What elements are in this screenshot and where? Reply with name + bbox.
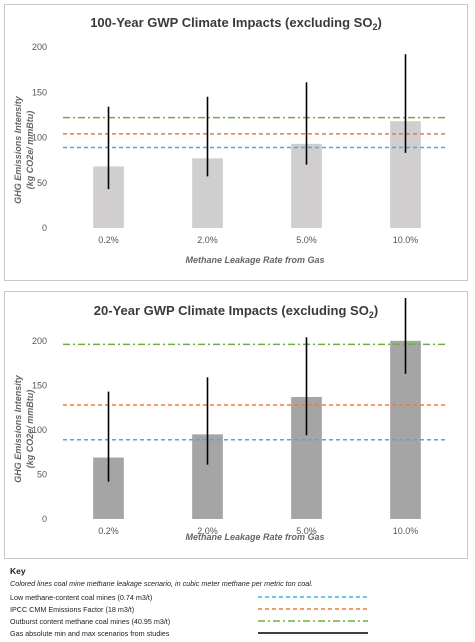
- key-legend: Key Colored lines coal mine methane leak…: [10, 566, 470, 639]
- x-axis-label: Methane Leakage Rate from Gas: [185, 255, 324, 265]
- key-item-label: Outburst content methane coal mines (40.…: [10, 616, 171, 626]
- y-axis-label: GHG Emissions Intensity (kg CO2e/ mmBtu): [13, 374, 35, 483]
- key-items: Low methane-content coal mines (0.74 m3/…: [10, 591, 470, 639]
- x-tick-label: 0.2%: [98, 526, 119, 536]
- y-axis-label-line1: GHG Emissions Intensity: [13, 95, 23, 204]
- key-item-swatch: [258, 620, 368, 622]
- key-item: Gas absolute min and max scenarios from …: [10, 627, 470, 639]
- y-axis-label: GHG Emissions Intensity (kg CO2e/ mmBtu): [13, 95, 35, 204]
- x-tick-label: 5.0%: [296, 235, 317, 245]
- key-item: Outburst content methane coal mines (40.…: [10, 615, 470, 627]
- key-item: Low methane-content coal mines (0.74 m3/…: [10, 591, 470, 603]
- y-tick-label: 200: [32, 42, 47, 52]
- chart-title-close: ): [374, 303, 378, 318]
- x-tick-label: 2.0%: [197, 526, 218, 536]
- chart-title: 100-Year GWP Climate Impacts (excluding …: [90, 15, 382, 32]
- x-tick-label: 10.0%: [393, 235, 419, 245]
- plot-area: 0 50 100 150 200 0.2% 2.0% 5.0% 10.0%: [32, 42, 447, 245]
- key-item: IPCC CMM Emissions Factor (18 m3/t): [10, 603, 470, 615]
- chart-title: 20-Year GWP Climate Impacts (excluding S…: [94, 303, 378, 320]
- plot-area: 0 50 100 150 200 0.2% 2.0% 5.0% 10.0%: [32, 298, 447, 536]
- y-tick-label: 50: [37, 469, 47, 479]
- x-tick-label: 0.2%: [98, 235, 119, 245]
- chart-100yr-svg: 100-Year GWP Climate Impacts (excluding …: [13, 15, 447, 265]
- x-tick-label: 5.0%: [296, 526, 317, 536]
- key-item-swatch: [258, 596, 368, 598]
- y-tick-label: 100: [32, 425, 47, 435]
- y-axis-label-line1: GHG Emissions Intensity: [13, 374, 23, 483]
- key-description: Colored lines coal mine methane leakage …: [10, 579, 313, 588]
- y-tick-label: 0: [42, 514, 47, 524]
- y-tick-label: 50: [37, 178, 47, 188]
- y-tick-label: 100: [32, 133, 47, 143]
- chart-title-subscript: 2: [372, 22, 377, 32]
- y-tick-label: 150: [32, 380, 47, 390]
- chart-20yr-svg: 20-Year GWP Climate Impacts (excluding S…: [13, 298, 447, 542]
- y-tick-label: 0: [42, 223, 47, 233]
- chart-title-subscript: 2: [369, 310, 374, 320]
- x-tick-label: 2.0%: [197, 235, 218, 245]
- chart-panel-20yr: 20-Year GWP Climate Impacts (excluding S…: [4, 291, 468, 559]
- y-axis-label-line2: (kg CO2e/ mmBtu): [25, 111, 35, 190]
- chart-title-close: ): [377, 15, 381, 30]
- x-tick-label: 10.0%: [393, 526, 419, 536]
- x-axis-label: Methane Leakage Rate from Gas: [185, 532, 324, 542]
- chart-title-main: 20-Year GWP Climate Impacts (excluding S…: [94, 303, 369, 318]
- key-item-label: Low methane-content coal mines (0.74 m3/…: [10, 592, 153, 602]
- y-axis-label-line2: (kg CO2e/ mmBtu): [25, 390, 35, 469]
- key-item-label: IPCC CMM Emissions Factor (18 m3/t): [10, 604, 135, 614]
- key-title: Key: [10, 566, 26, 576]
- chart-title-main: 100-Year GWP Climate Impacts (excluding …: [90, 15, 372, 30]
- key-item-label: Gas absolute min and max scenarios from …: [10, 628, 170, 638]
- key-item-swatch: [258, 608, 368, 610]
- key-item-swatch: [258, 632, 368, 634]
- y-tick-label: 200: [32, 336, 47, 346]
- y-tick-label: 150: [32, 87, 47, 97]
- chart-panel-100yr: 100-Year GWP Climate Impacts (excluding …: [4, 4, 468, 281]
